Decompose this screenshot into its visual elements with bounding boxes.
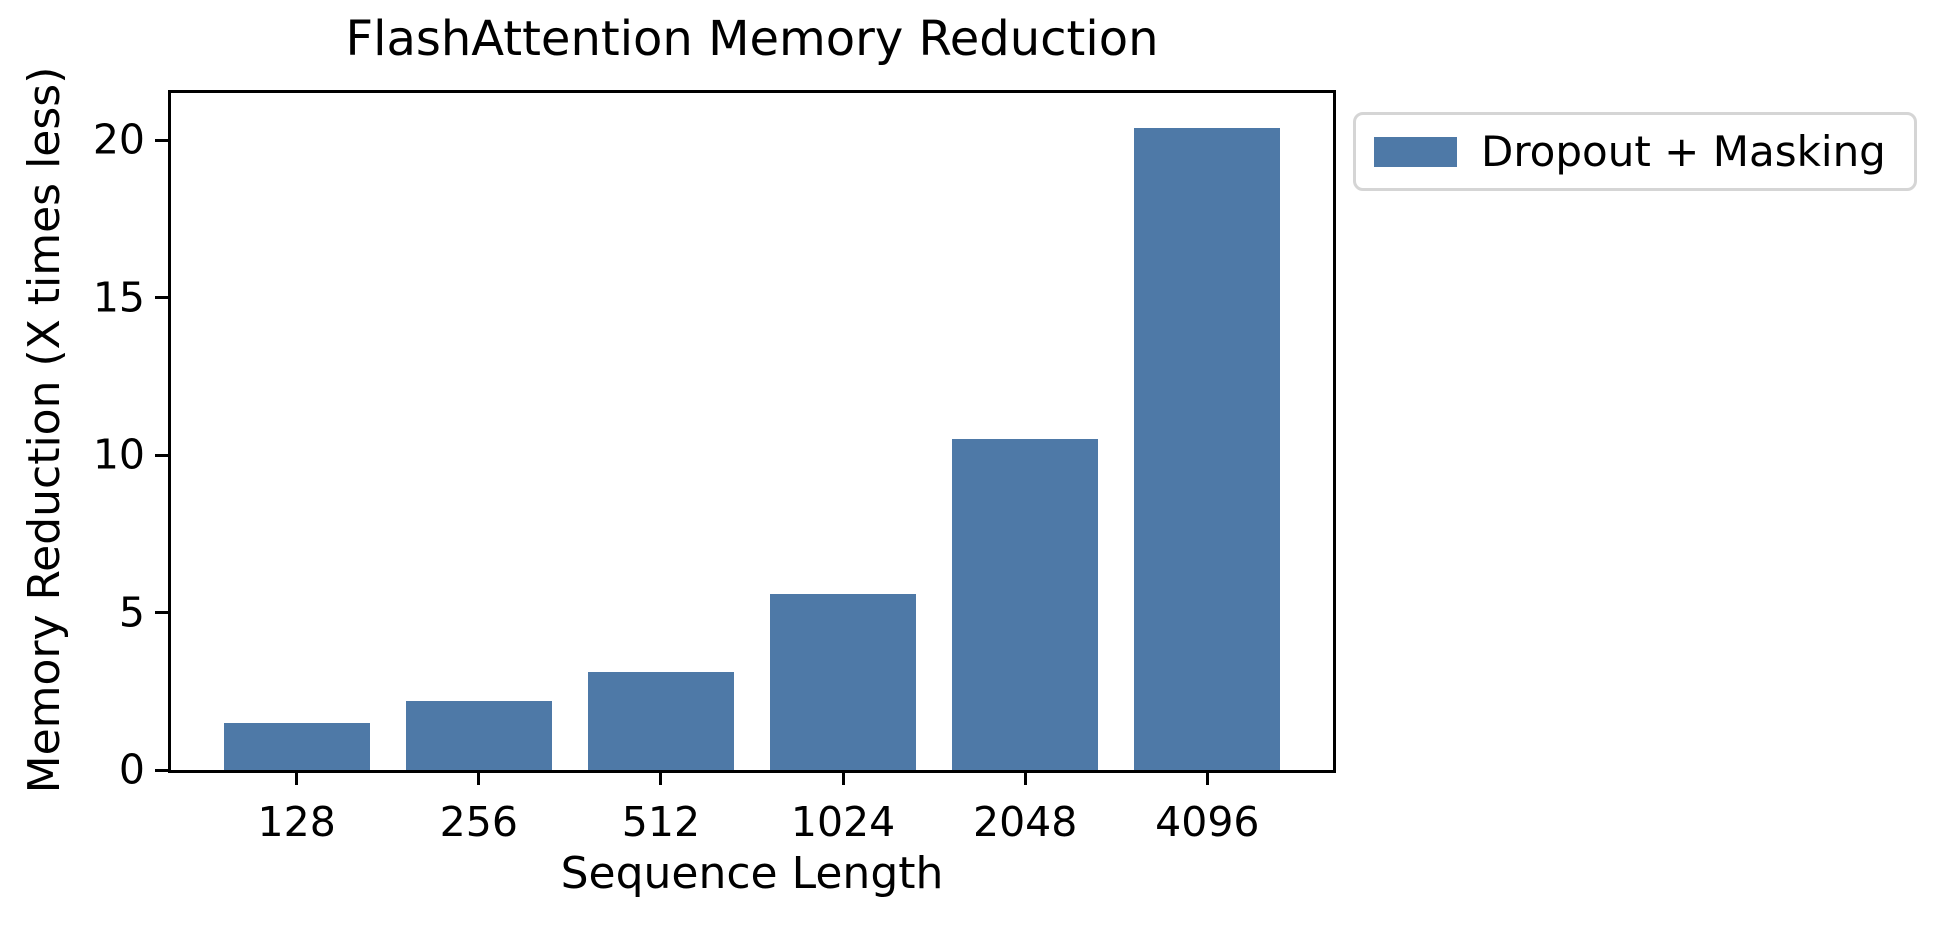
y-tick-label-5: 5 [118,588,145,637]
chart-title: FlashAttention Memory Reduction [345,11,1159,67]
x-tick-256 [477,773,481,785]
x-tick-4096 [1205,773,1209,785]
x-tick-label-1024: 1024 [790,798,896,846]
bar-1024 [770,593,916,770]
bar-256 [405,700,552,770]
bar-128 [223,722,370,770]
y-tick-5 [155,611,168,615]
y-tick-label-15: 15 [92,273,145,322]
bar-2048 [952,439,1099,770]
x-tick-label-128: 128 [257,798,336,846]
y-axis-label: Memory Reduction (X times less) [19,66,70,794]
y-tick-0 [155,768,168,772]
y-tick-label-20: 20 [92,115,145,164]
x-tick-128 [295,773,299,785]
legend-label: Dropout + Masking [1481,126,1886,176]
y-tick-label-10: 10 [92,430,145,479]
y-tick-20 [155,138,168,142]
bar-512 [588,672,734,770]
x-tick-label-4096: 4096 [1155,798,1260,846]
x-tick-512 [659,773,663,785]
y-tick-15 [155,296,168,300]
legend-swatch [1374,136,1457,167]
x-tick-2048 [1023,773,1027,785]
x-axis-label: Sequence Length [560,848,944,899]
y-tick-10 [155,453,168,457]
y-tick-label-0: 0 [118,745,145,794]
x-tick-label-256: 256 [439,798,518,846]
legend: Dropout + Masking [1353,112,1917,191]
x-tick-1024 [841,773,845,785]
x-tick-label-512: 512 [621,798,701,846]
plot-area [168,90,1336,773]
x-tick-label-2048: 2048 [973,798,1078,846]
bar-4096 [1134,127,1281,770]
